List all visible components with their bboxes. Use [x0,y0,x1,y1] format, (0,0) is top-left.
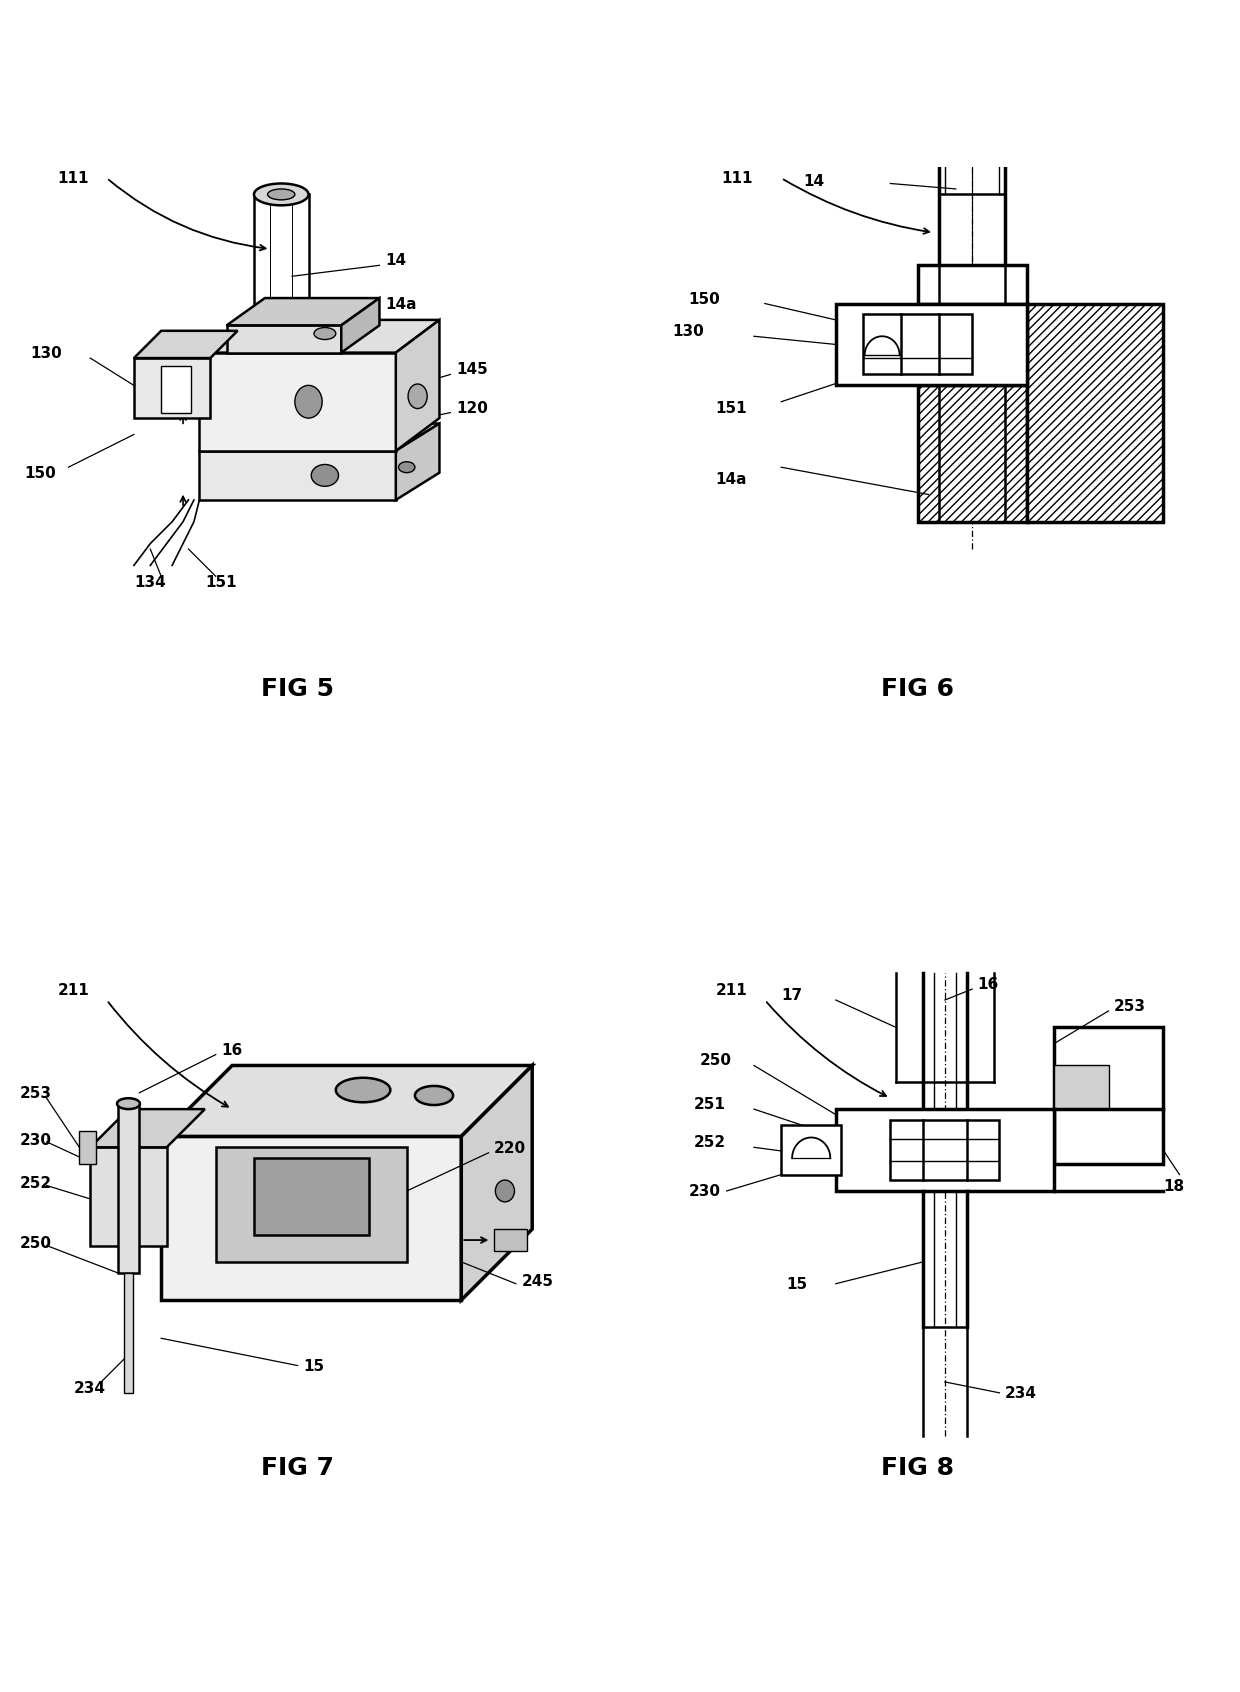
Text: 120: 120 [456,401,487,416]
Ellipse shape [415,1086,453,1105]
Polygon shape [118,1103,139,1272]
Text: FIG 7: FIG 7 [262,1455,334,1480]
Polygon shape [254,1159,368,1235]
Polygon shape [216,1147,407,1262]
Text: 211: 211 [57,983,89,998]
Text: 252: 252 [694,1135,727,1151]
Polygon shape [200,423,439,450]
Ellipse shape [254,183,309,205]
Text: 134: 134 [134,575,166,591]
Polygon shape [890,1120,999,1179]
Text: 16: 16 [221,1042,243,1058]
Text: 145: 145 [456,362,487,377]
Ellipse shape [295,386,322,418]
Text: 14a: 14a [384,298,417,311]
Polygon shape [494,1228,527,1250]
Text: 252: 252 [20,1176,52,1191]
Text: 16: 16 [977,976,999,992]
Polygon shape [1054,1066,1109,1110]
Text: 18: 18 [1163,1179,1184,1195]
Polygon shape [396,423,439,499]
Ellipse shape [268,190,295,200]
Ellipse shape [336,1078,391,1101]
Text: 150: 150 [688,291,720,306]
Text: 251: 251 [694,1096,725,1112]
Polygon shape [161,365,191,413]
Text: 250: 250 [20,1237,51,1252]
Polygon shape [781,1125,841,1174]
Polygon shape [161,1066,532,1137]
Polygon shape [227,298,379,325]
Polygon shape [836,1110,1054,1191]
Text: 14a: 14a [715,472,748,487]
Text: 130: 130 [672,325,704,340]
Text: 111: 111 [57,171,89,186]
Text: 151: 151 [715,401,748,416]
Text: 211: 211 [715,983,748,998]
Polygon shape [341,298,379,352]
Polygon shape [134,359,211,418]
Text: 230: 230 [20,1132,51,1147]
Text: 245: 245 [521,1274,553,1289]
Text: 15: 15 [303,1359,324,1374]
Text: 253: 253 [1114,998,1146,1014]
Text: 234: 234 [74,1381,105,1396]
Polygon shape [227,325,341,352]
Text: 130: 130 [30,347,62,360]
Text: 14: 14 [384,254,405,269]
Polygon shape [836,303,1027,386]
Polygon shape [134,332,238,359]
Ellipse shape [117,1098,140,1110]
Text: 14: 14 [804,174,825,190]
Polygon shape [1027,303,1163,521]
Polygon shape [124,1272,133,1393]
Polygon shape [161,1137,461,1299]
Text: 150: 150 [25,465,57,481]
Polygon shape [200,450,396,499]
Polygon shape [91,1147,166,1245]
Text: FIG 8: FIG 8 [882,1455,954,1480]
Text: FIG 5: FIG 5 [262,677,334,702]
Polygon shape [200,352,396,450]
Polygon shape [918,266,1027,303]
Polygon shape [396,320,439,450]
Ellipse shape [496,1179,515,1201]
Text: 17: 17 [781,988,802,1003]
Text: 111: 111 [722,171,753,186]
Text: 250: 250 [699,1054,732,1068]
Ellipse shape [408,384,427,408]
Text: FIG 6: FIG 6 [882,677,954,702]
Polygon shape [79,1130,95,1164]
Text: 253: 253 [20,1086,51,1101]
Ellipse shape [311,465,339,486]
Text: 234: 234 [1004,1386,1037,1401]
Text: 220: 220 [494,1140,526,1156]
Polygon shape [91,1110,205,1147]
Text: 151: 151 [205,575,237,591]
Polygon shape [200,320,439,352]
Ellipse shape [314,328,336,340]
Text: 230: 230 [688,1184,720,1200]
Text: 15: 15 [786,1277,807,1293]
Polygon shape [863,315,972,374]
Polygon shape [1054,1027,1163,1164]
Polygon shape [461,1066,532,1299]
Ellipse shape [398,462,415,472]
Polygon shape [918,386,1027,521]
